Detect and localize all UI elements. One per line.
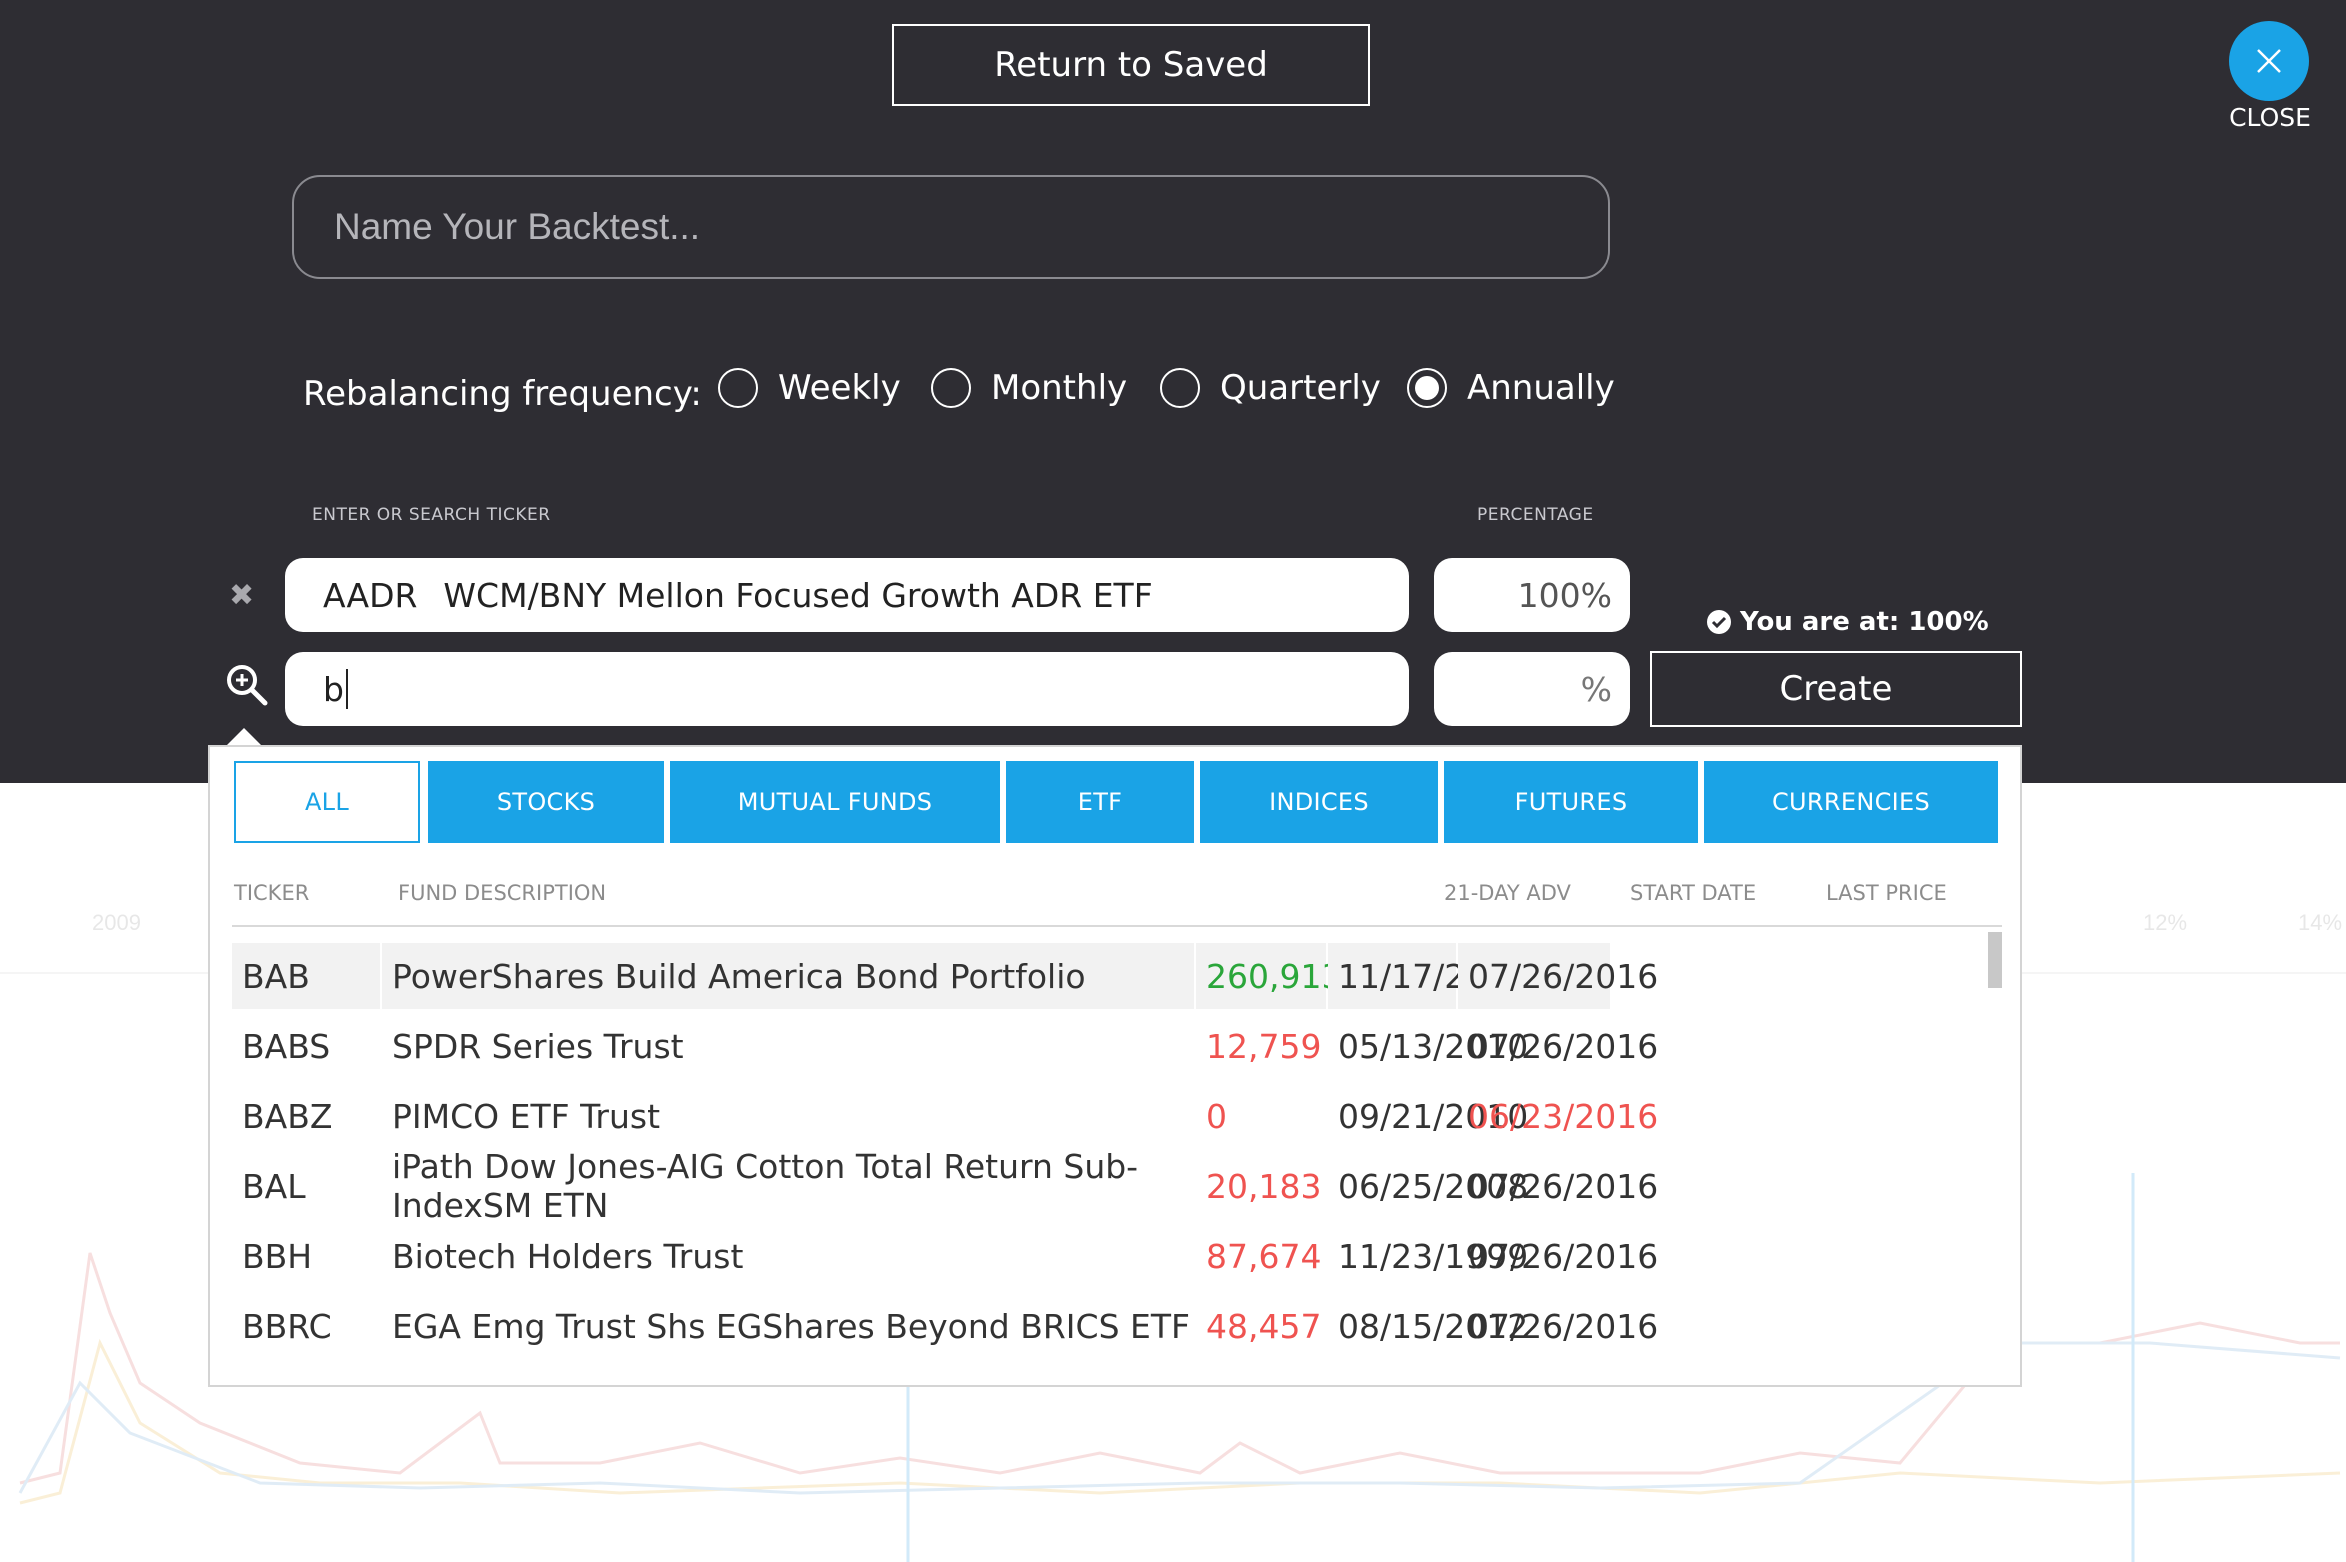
tab-currencies[interactable]: CURRENCIES — [1704, 761, 1998, 843]
check-circle-icon — [1707, 610, 1731, 634]
chart-line-2 — [19, 1338, 2341, 1505]
radio-label: Weekly — [778, 368, 901, 408]
close-icon — [2257, 49, 2281, 73]
cell-ticker: BBH — [242, 1236, 313, 1276]
cell-ticker: BAL — [242, 1166, 306, 1206]
tab-futures[interactable]: FUTURES — [1444, 761, 1698, 843]
chart-y-label-14: 14% — [2298, 910, 2342, 935]
cell-adv: 0 — [1206, 1096, 1227, 1136]
cell-last-price: 07/26/2016 — [1468, 1236, 1659, 1276]
table-row[interactable]: BAL iPath Dow Jones-AIG Cotton Total Retu… — [232, 1147, 1988, 1225]
holding-description: WCM/BNY Mellon Focused Growth ADR ETF — [443, 575, 1153, 615]
tab-stocks[interactable]: STOCKS — [428, 761, 664, 843]
cell-start-date: 09/21/2010 — [1338, 1096, 1529, 1136]
holding-ticker: AADR — [323, 575, 418, 615]
cell-adv: 260,913 — [1196, 943, 1342, 1009]
radio-label: Annually — [1467, 368, 1615, 408]
rebalancing-label: Rebalancing frequency: — [303, 374, 702, 414]
cell-description: iPath Dow Jones-AIG Cotton Total Return … — [392, 1147, 1139, 1225]
return-to-saved-button[interactable]: Return to Saved — [892, 24, 1370, 106]
tab-mutual-funds[interactable]: MUTUAL FUNDS — [670, 761, 1000, 843]
dropdown-pointer — [226, 728, 262, 746]
radio-weekly[interactable]: Weekly — [718, 368, 901, 408]
holding-ticker-field[interactable]: AADR WCM/BNY Mellon Focused Growth ADR E… — [285, 558, 1409, 632]
close-label: CLOSE — [2229, 103, 2311, 132]
radio-annually[interactable]: Annually — [1407, 368, 1615, 408]
column-21-day-adv[interactable]: 21-DAY ADV — [1444, 881, 1571, 905]
new-percentage-input[interactable]: % — [1434, 652, 1630, 726]
radio-circle-selected[interactable] — [1407, 368, 1447, 408]
table-row[interactable]: BBRC EGA Emg Trust Shs EGShares Beyond BR… — [232, 1293, 1988, 1363]
header-divider — [232, 925, 2002, 927]
radio-quarterly[interactable]: Quarterly — [1160, 368, 1381, 408]
cell-start-date: 08/15/2012 — [1338, 1306, 1529, 1346]
column-last-price[interactable]: LAST PRICE — [1826, 881, 1947, 905]
radio-label: Quarterly — [1220, 368, 1381, 408]
table-row[interactable]: BAB PowerShares Build America Bond Portfo… — [232, 943, 1988, 1013]
cell-description: PIMCO ETF Trust — [392, 1096, 661, 1136]
cell-ticker: BABZ — [242, 1096, 333, 1136]
close-x-icon[interactable]: ✖ — [229, 578, 255, 613]
cell-last-price: 07/26/2016 — [1468, 1166, 1659, 1206]
cell-last-price: 07/26/2016 — [1468, 1026, 1659, 1066]
percentage-label: PERCENTAGE — [1477, 505, 1594, 525]
table-row[interactable]: BABZ PIMCO ETF Trust 0 09/21/2010 06/23/2016 — [232, 1083, 1988, 1153]
chart-line-3 — [18, 1341, 2341, 1495]
tab-indices[interactable]: INDICES — [1200, 761, 1438, 843]
allocation-status-text: You are at: 100% — [1740, 607, 1989, 637]
cell-start-date: 06/25/2008 — [1338, 1166, 1529, 1206]
table-row[interactable]: BBH Biotech Holders Trust 87,674 11/23/1999… — [232, 1223, 1988, 1293]
cell-last-price: 06/23/2016 — [1468, 1096, 1659, 1136]
column-start-date[interactable]: START DATE — [1630, 881, 1757, 905]
tab-etf[interactable]: ETF — [1006, 761, 1194, 843]
radio-circle[interactable] — [931, 368, 971, 408]
cell-adv: 48,457 — [1206, 1306, 1322, 1346]
cell-start-date: 11/23/1999 — [1338, 1236, 1529, 1276]
chart-line-1 — [19, 1252, 2340, 1485]
ticker-search-dropdown: ALL STOCKS MUTUAL FUNDS ETF INDICES FUTU… — [208, 745, 2022, 1387]
cell-ticker: BBRC — [242, 1306, 332, 1346]
ticker-search-input[interactable]: b — [285, 652, 1409, 726]
zoom-in-icon[interactable] — [225, 663, 269, 711]
radio-circle[interactable] — [1160, 368, 1200, 408]
cell-last-price: 07/26/2016 — [1458, 943, 1658, 1009]
backtest-name-input[interactable] — [292, 175, 1610, 279]
percentage-placeholder: % — [1580, 669, 1612, 709]
radio-label: Monthly — [991, 368, 1128, 408]
cell-adv: 12,759 — [1206, 1026, 1322, 1066]
holding-percentage-field[interactable]: 100% — [1434, 558, 1630, 632]
cell-start-date: 11/17/2009 — [1328, 943, 1528, 1009]
text-caret — [345, 669, 348, 709]
remove-holding-button[interactable]: ✖ — [229, 578, 254, 613]
cell-description: EGA Emg Trust Shs EGShares Beyond BRICS … — [392, 1306, 1190, 1346]
cell-description: PowerShares Build America Bond Portfolio — [382, 943, 1194, 1009]
allocation-status: You are at: 100% — [1706, 607, 1989, 637]
cell-last-price: 07/26/2016 — [1468, 1306, 1659, 1346]
dropdown-scrollbar[interactable] — [1988, 932, 2002, 988]
chart-y-label-12: 12% — [2143, 910, 2187, 935]
column-fund-description[interactable]: FUND DESCRIPTION — [398, 881, 607, 905]
radio-monthly[interactable]: Monthly — [931, 368, 1127, 408]
chart-x-label: 2009 — [92, 910, 141, 935]
radio-circle[interactable] — [718, 368, 758, 408]
create-button[interactable]: Create — [1650, 651, 2022, 727]
close-button[interactable] — [2229, 21, 2309, 101]
cell-description: Biotech Holders Trust — [392, 1236, 744, 1276]
cell-adv: 20,183 — [1206, 1166, 1322, 1206]
table-row[interactable]: BABS SPDR Series Trust 12,759 05/13/2010 07/… — [232, 1013, 1988, 1083]
cell-adv: 87,674 — [1206, 1236, 1322, 1276]
ticker-label: ENTER OR SEARCH TICKER — [312, 505, 551, 525]
cell-description: SPDR Series Trust — [392, 1026, 684, 1066]
search-query: b — [323, 669, 344, 709]
holding-percentage: 100% — [1517, 575, 1612, 615]
cell-ticker: BABS — [242, 1026, 331, 1066]
radio-dot — [1415, 376, 1439, 400]
tab-all[interactable]: ALL — [234, 761, 420, 843]
cell-ticker: BAB — [232, 943, 380, 1009]
column-ticker[interactable]: TICKER — [234, 881, 310, 905]
cell-start-date: 05/13/2010 — [1338, 1026, 1529, 1066]
